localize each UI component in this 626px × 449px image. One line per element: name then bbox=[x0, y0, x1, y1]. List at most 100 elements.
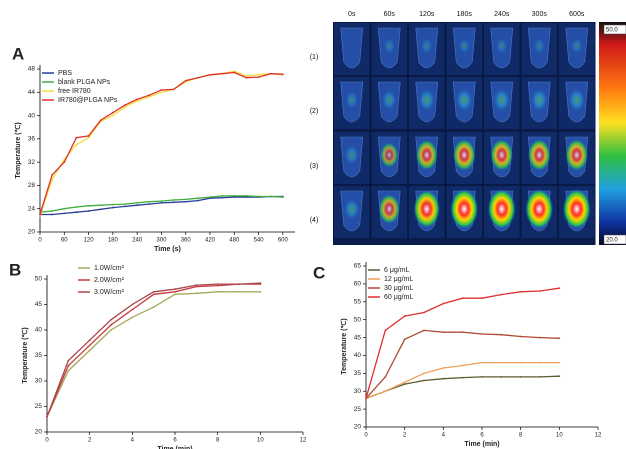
data-point bbox=[87, 210, 90, 212]
data-point bbox=[51, 174, 54, 176]
series-line bbox=[365, 361, 560, 400]
data-point bbox=[136, 98, 139, 101]
data-point bbox=[124, 205, 126, 208]
y-tick-label: 40 bbox=[28, 112, 36, 119]
x-axis-label: Time (min) bbox=[464, 441, 499, 448]
data-point bbox=[195, 292, 198, 295]
data-point bbox=[75, 136, 78, 139]
x-tick-label: 6 bbox=[480, 433, 484, 439]
data-point bbox=[519, 290, 522, 293]
hot-spot bbox=[487, 189, 516, 229]
legend-label: 60 μg/mL bbox=[384, 294, 413, 301]
data-point bbox=[172, 88, 175, 91]
time-label: 600s bbox=[569, 11, 585, 18]
data-point bbox=[423, 379, 425, 382]
data-point bbox=[67, 359, 70, 362]
x-tick-label: 120 bbox=[84, 238, 95, 244]
y-tick-label: 50 bbox=[35, 276, 43, 283]
y-tick-label: 45 bbox=[354, 334, 362, 341]
x-tick-label: 600 bbox=[278, 238, 289, 244]
data-point bbox=[148, 96, 151, 98]
data-point bbox=[442, 377, 445, 380]
data-point bbox=[184, 198, 187, 201]
x-axis-label: Time (min) bbox=[157, 446, 192, 449]
data-point bbox=[461, 331, 464, 334]
data-point bbox=[172, 199, 175, 201]
legend-label: 1.0W/cm² bbox=[94, 265, 125, 272]
x-tick-label: 12 bbox=[595, 433, 602, 439]
data-point bbox=[124, 105, 126, 108]
data-point bbox=[221, 195, 224, 197]
data-point bbox=[558, 337, 561, 340]
data-point bbox=[172, 201, 175, 204]
y-tick-label: 50 bbox=[354, 316, 362, 323]
hot-spot bbox=[568, 88, 586, 112]
data-point bbox=[111, 203, 114, 206]
x-tick-label: 2 bbox=[88, 438, 92, 444]
chart: C 0 2 4 6 8 10 12 20 25 30 35 40 45 50 55 60 65 Time (min)… bbox=[313, 262, 602, 448]
scale-min: 20.0 bbox=[606, 238, 618, 244]
hot-spot bbox=[458, 38, 471, 54]
data-point bbox=[216, 290, 219, 293]
hot-spot bbox=[525, 189, 554, 229]
data-point bbox=[216, 283, 219, 285]
hot-spot bbox=[378, 194, 400, 224]
data-point bbox=[99, 204, 102, 207]
row-label: (3) bbox=[310, 163, 319, 170]
data-point bbox=[124, 203, 126, 205]
data-point bbox=[519, 376, 522, 378]
y-tick-label: 35 bbox=[354, 370, 362, 377]
x-tick-label: 360 bbox=[181, 238, 192, 244]
scale-box bbox=[603, 24, 626, 35]
series-line bbox=[46, 282, 261, 417]
data-point bbox=[442, 302, 445, 305]
hot-spot bbox=[495, 38, 508, 54]
y-tick-label: 24 bbox=[28, 205, 36, 212]
legend-label: 12 μg/mL bbox=[384, 276, 413, 283]
x-tick-label: 180 bbox=[108, 238, 119, 244]
legend-label: free IR780 bbox=[58, 88, 91, 95]
data-point bbox=[500, 376, 503, 378]
data-point bbox=[160, 200, 163, 203]
data-point bbox=[51, 213, 54, 216]
x-axis-label: Time (s) bbox=[154, 246, 181, 253]
panel-label: C bbox=[313, 263, 325, 282]
time-label: 180s bbox=[457, 11, 473, 18]
data-point bbox=[51, 178, 54, 181]
data-point bbox=[195, 285, 198, 288]
data-point bbox=[152, 290, 155, 293]
data-point bbox=[423, 372, 425, 375]
data-point bbox=[365, 397, 367, 400]
data-point bbox=[174, 290, 176, 293]
data-point bbox=[148, 200, 151, 203]
data-point bbox=[238, 290, 240, 293]
legend-label: 6 μg/mL bbox=[384, 267, 410, 274]
data-point bbox=[63, 207, 66, 210]
data-point bbox=[259, 290, 262, 293]
data-point bbox=[269, 195, 272, 198]
data-point bbox=[148, 203, 151, 205]
y-tick-label: 25 bbox=[354, 406, 362, 413]
data-point bbox=[160, 89, 163, 91]
data-point bbox=[87, 136, 90, 139]
hot-spot bbox=[530, 88, 548, 112]
data-point bbox=[461, 364, 464, 367]
row-label: (4) bbox=[310, 217, 319, 224]
data-point bbox=[558, 375, 561, 378]
data-point bbox=[221, 72, 224, 75]
data-point bbox=[131, 303, 134, 306]
y-tick-label: 40 bbox=[354, 352, 362, 359]
hot-spot bbox=[493, 88, 511, 112]
data-point bbox=[39, 213, 41, 216]
legend-label: 3.0W/cm² bbox=[94, 289, 125, 296]
x-tick-label: 4 bbox=[131, 438, 135, 444]
legend-label: 30 μg/mL bbox=[384, 285, 413, 292]
data-point bbox=[87, 135, 90, 137]
data-point bbox=[152, 306, 155, 308]
y-tick-label: 36 bbox=[28, 136, 36, 143]
data-point bbox=[500, 361, 503, 364]
time-label: 240s bbox=[494, 11, 510, 18]
data-point bbox=[209, 73, 211, 76]
time-label: 60s bbox=[384, 11, 396, 18]
panel-label: A bbox=[12, 44, 24, 63]
